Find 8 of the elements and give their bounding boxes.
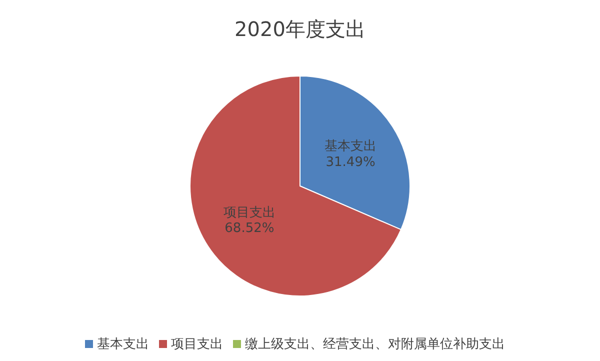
legend-label: 缴上级支出、经营支出、对附属单位补助支出 [245,337,505,352]
legend-label: 项目支出 [171,337,223,352]
data-label: 31.49% [326,154,376,170]
legend-label: 基本支出 [97,337,149,352]
slice-label: 基本支出 [324,139,377,154]
data-label: 68.52% [224,221,274,236]
chart-title: 2020年度支出 [234,16,366,43]
slice-label: 项目支出 [223,206,276,221]
